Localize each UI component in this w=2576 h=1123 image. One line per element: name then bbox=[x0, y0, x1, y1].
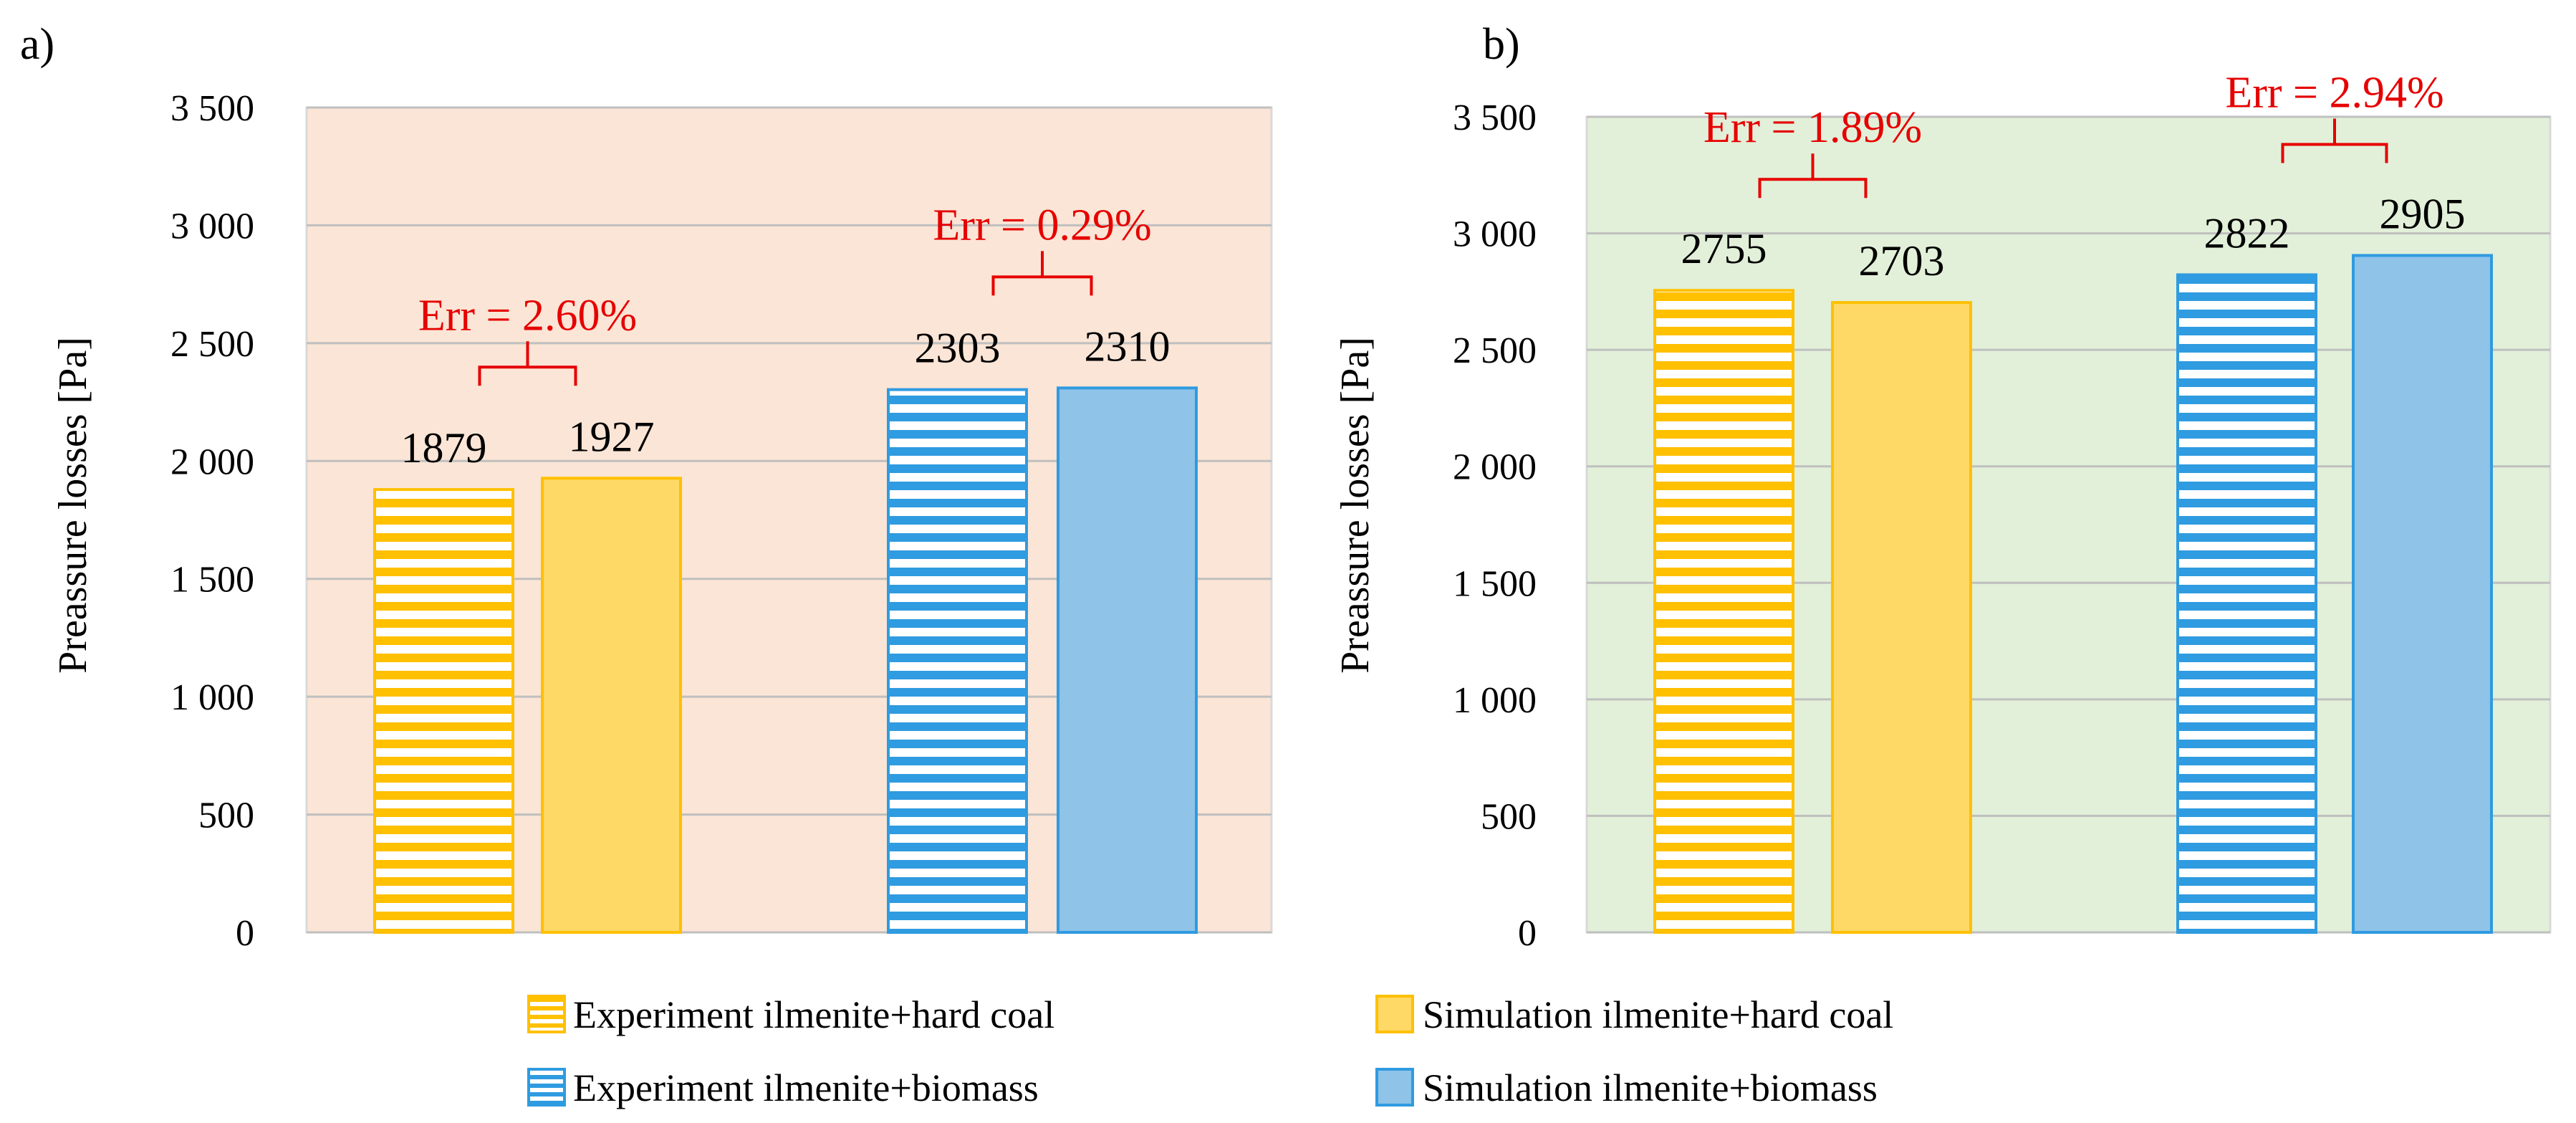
bar-b-4 bbox=[2352, 254, 2493, 934]
error-bracket-a-1 bbox=[478, 341, 577, 386]
bar-a-2 bbox=[541, 477, 682, 934]
data-label-b-3: 2822 bbox=[2204, 209, 2290, 257]
error-bracket-b-2 bbox=[2281, 118, 2388, 163]
bar-b-3 bbox=[2176, 273, 2317, 935]
legend-label-simulation-coal: Simulation ilmenite+hard coal bbox=[1423, 993, 1893, 1036]
bar-b-2 bbox=[1831, 301, 1972, 934]
y-tick-label-a: 1 500 bbox=[170, 560, 254, 601]
bar-a-4 bbox=[1057, 386, 1198, 934]
legend-item-simulation-biomass: Simulation ilmenite+biomass bbox=[1375, 1066, 1878, 1109]
legend-item-experiment-coal: Experiment ilmenite+hard coal bbox=[527, 993, 1054, 1036]
error-label-a-2: Err = 0.29% bbox=[933, 201, 1151, 249]
legend-label-experiment-coal: Experiment ilmenite+hard coal bbox=[573, 993, 1054, 1036]
data-label-a-1: 1879 bbox=[401, 424, 487, 472]
legend-swatch-simulation-biomass bbox=[1375, 1068, 1414, 1107]
bar-b-1 bbox=[1653, 289, 1794, 934]
legend-swatch-simulation-coal bbox=[1375, 995, 1414, 1033]
data-label-a-2: 1927 bbox=[569, 413, 655, 460]
y-tick-label-b: 2 000 bbox=[1453, 447, 1537, 488]
y-tick-label-a: 3 500 bbox=[170, 88, 254, 129]
y-tick-label-b: 500 bbox=[1481, 796, 1537, 837]
legend-swatch-experiment-biomass bbox=[527, 1068, 566, 1107]
y-tick-label-a: 0 bbox=[236, 913, 254, 954]
y-tick-label-b: 1 500 bbox=[1453, 563, 1537, 604]
data-label-a-4: 2310 bbox=[1085, 322, 1171, 370]
legend-item-simulation-coal: Simulation ilmenite+hard coal bbox=[1375, 993, 1893, 1036]
error-label-a-1: Err = 2.60% bbox=[418, 291, 637, 340]
error-label-b-1: Err = 1.89% bbox=[1703, 103, 1922, 152]
bar-a-1 bbox=[373, 488, 514, 934]
legend: Experiment ilmenite+hard coal Simulation… bbox=[527, 993, 1893, 1109]
y-tick-label-b: 1 000 bbox=[1453, 680, 1537, 721]
data-label-b-4: 2905 bbox=[2380, 190, 2466, 237]
y-tick-label-a: 2 500 bbox=[170, 324, 254, 365]
data-label-a-3: 2303 bbox=[915, 325, 1001, 372]
y-tick-label-a: 1 000 bbox=[170, 677, 254, 718]
data-label-b-2: 2703 bbox=[1859, 237, 1945, 285]
y-tick-label-b: 2 500 bbox=[1453, 330, 1537, 371]
panel-b-chart: b) Preassure losses [Pa] 0 500 1 000 1 500 2… bbox=[1333, 20, 2552, 954]
legend-label-experiment-biomass: Experiment ilmenite+biomass bbox=[573, 1066, 1039, 1109]
panel-a-letter: a) bbox=[20, 20, 54, 69]
legend-label-simulation-biomass: Simulation ilmenite+biomass bbox=[1423, 1066, 1878, 1109]
panel-b-y-axis-label: Preassure losses [Pa] bbox=[1333, 337, 1378, 674]
panel-b-letter: b) bbox=[1483, 20, 1520, 69]
y-tick-label-b: 3 000 bbox=[1453, 214, 1537, 255]
data-label-b-1: 2755 bbox=[1681, 225, 1767, 272]
error-bracket-b-1 bbox=[1758, 153, 1868, 199]
y-tick-label-b: 3 500 bbox=[1453, 97, 1537, 138]
legend-swatch-experiment-coal bbox=[527, 995, 566, 1033]
error-label-b-2: Err = 2.94% bbox=[2225, 68, 2443, 117]
panel-a-y-axis-label: Preassure losses [Pa] bbox=[51, 337, 95, 674]
legend-item-experiment-biomass: Experiment ilmenite+biomass bbox=[527, 1066, 1039, 1109]
y-tick-label-a: 3 000 bbox=[170, 206, 254, 247]
y-tick-label-a: 2 000 bbox=[170, 441, 254, 482]
y-tick-label-b: 0 bbox=[1518, 913, 1537, 954]
bar-a-3 bbox=[887, 388, 1028, 934]
panel-a-chart: a) Preassure losses [Pa] 0 500 1 000 1 500 2… bbox=[20, 20, 1273, 954]
y-tick-label-a: 500 bbox=[198, 795, 254, 836]
error-bracket-a-2 bbox=[991, 251, 1093, 296]
